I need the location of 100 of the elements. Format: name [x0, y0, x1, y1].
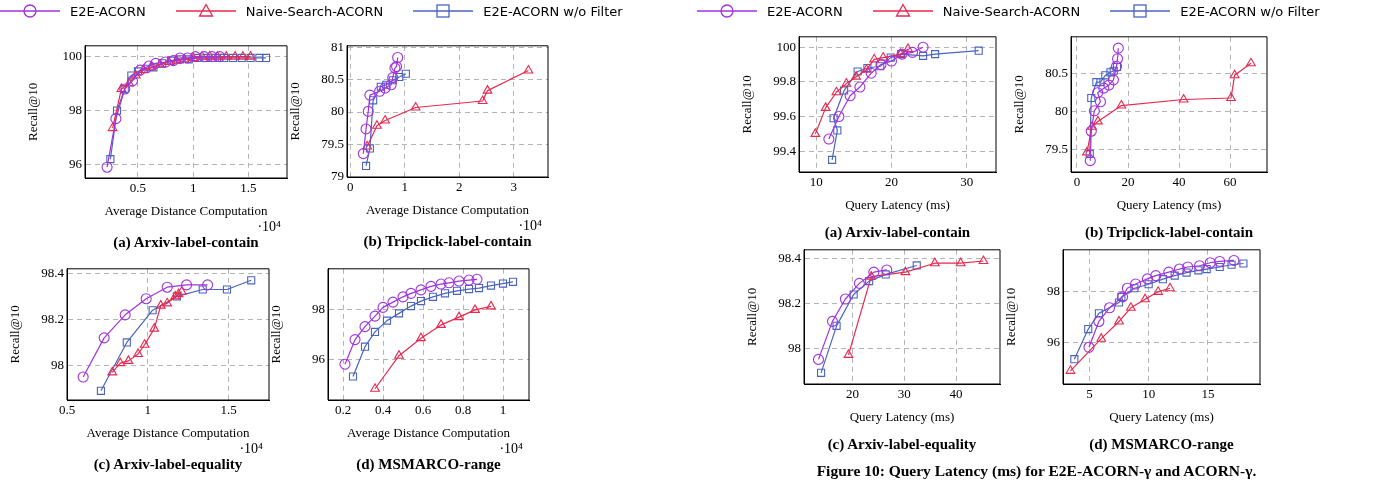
text: (c) Arxiv-label-equality — [826, 436, 978, 453]
legend-label: Naive-Search-ACORN — [245, 3, 384, 19]
point — [853, 67, 862, 76]
point — [148, 306, 157, 315]
point — [415, 284, 427, 296]
point — [1163, 266, 1175, 278]
point — [918, 51, 928, 60]
point — [453, 275, 465, 287]
point — [1114, 298, 1124, 307]
point — [1178, 93, 1189, 103]
point — [387, 296, 399, 308]
point — [854, 81, 866, 93]
point — [1094, 309, 1103, 318]
point — [382, 80, 391, 89]
point — [1202, 264, 1211, 274]
point — [228, 53, 237, 63]
point — [360, 123, 372, 135]
point — [1085, 125, 1097, 137]
point — [878, 52, 889, 61]
point — [1182, 268, 1191, 277]
y-tick-label: 98.4 — [41, 264, 65, 280]
point — [978, 255, 989, 265]
point — [440, 289, 450, 298]
point — [463, 274, 475, 286]
x-tick-label: 0.5 — [129, 180, 147, 196]
point — [365, 144, 374, 153]
point — [1096, 333, 1107, 342]
point — [115, 357, 126, 367]
point — [436, 319, 446, 328]
y-axis-title: Recall@10 — [25, 82, 41, 141]
text: ·10⁴ — [238, 441, 264, 456]
caption: Figure 10: Query Latency (ms) for E2E-ACORN-γ and ACORN-γ. — [815, 462, 1258, 480]
y-tick-label: 79.5 — [1045, 140, 1068, 156]
point — [339, 358, 351, 370]
point — [162, 297, 173, 307]
point — [906, 46, 919, 58]
point — [810, 128, 821, 137]
y-tick-label: 98 — [1047, 283, 1060, 299]
point — [405, 287, 417, 299]
point — [1215, 262, 1224, 272]
point — [866, 271, 877, 280]
point — [486, 300, 496, 310]
point — [360, 342, 370, 351]
x-tick-label: 60 — [1223, 174, 1237, 190]
point — [127, 71, 136, 80]
point — [369, 96, 378, 105]
y-tick-label: 96 — [69, 155, 83, 171]
point — [1182, 261, 1194, 273]
point — [912, 261, 921, 270]
point — [1194, 260, 1206, 272]
point — [387, 72, 399, 84]
y-axis-title: Recall@10 — [739, 75, 755, 134]
point — [839, 293, 851, 305]
y-tick-label: 98 — [69, 101, 82, 117]
legend-label: E2E-ACORN w/o Filter — [483, 3, 623, 19]
point — [1104, 302, 1116, 314]
point — [1141, 273, 1154, 285]
point — [931, 50, 940, 59]
point — [416, 297, 426, 306]
point — [428, 292, 438, 301]
point — [875, 58, 887, 71]
point — [1114, 315, 1124, 325]
point — [523, 64, 534, 74]
point — [498, 279, 508, 288]
y-tick-label: 81 — [331, 38, 344, 54]
point — [881, 270, 890, 279]
point — [833, 110, 845, 123]
point — [1101, 71, 1110, 80]
y-tick-label: 96 — [1047, 333, 1061, 349]
point — [101, 161, 113, 173]
point — [1084, 324, 1093, 334]
x-axis-title: Query Latency (ms) — [1116, 196, 1222, 212]
y-tick-label: 98.4 — [778, 250, 802, 266]
x-tick-label: 20 — [1121, 174, 1135, 190]
x-tick-label: 1.5 — [240, 180, 257, 196]
point — [974, 46, 983, 55]
point — [454, 311, 464, 321]
point — [1083, 341, 1095, 353]
point — [112, 106, 122, 115]
point — [1096, 78, 1105, 87]
x-axis-title: Average Distance Computation — [347, 424, 511, 440]
point — [379, 82, 391, 94]
point — [171, 55, 182, 64]
point — [1228, 254, 1240, 266]
point — [853, 277, 865, 289]
point — [1121, 282, 1133, 294]
y-tick-label: 99.8 — [773, 73, 796, 89]
y-tick-label: 98.2 — [41, 310, 64, 326]
point — [1093, 115, 1103, 125]
x-axis-title: Average Distance Computation — [86, 424, 250, 440]
x-tick-label: 0.6 — [414, 402, 432, 418]
point — [464, 285, 474, 294]
point — [1246, 57, 1256, 67]
point — [831, 86, 842, 96]
point — [900, 266, 911, 276]
point — [370, 327, 380, 336]
point — [110, 113, 122, 125]
point — [1226, 92, 1236, 102]
y-tick-label: 80 — [331, 103, 344, 119]
point — [869, 53, 880, 63]
